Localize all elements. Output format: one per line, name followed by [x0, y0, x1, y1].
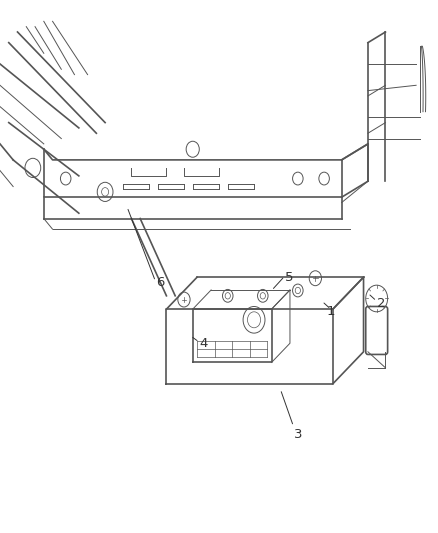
- Text: 3: 3: [293, 428, 302, 441]
- Text: 6: 6: [155, 276, 164, 289]
- Text: 5: 5: [285, 271, 293, 284]
- Text: 2: 2: [377, 297, 385, 310]
- Text: 4: 4: [199, 337, 208, 350]
- Text: 1: 1: [326, 305, 335, 318]
